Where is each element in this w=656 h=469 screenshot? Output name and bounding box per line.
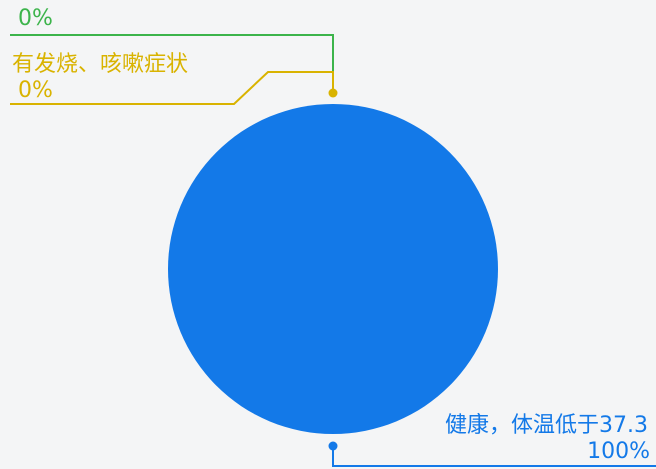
slice-value-label-1: 0% <box>18 6 53 31</box>
slice-category-label-3: 健康，体温低于37.3 <box>445 413 648 438</box>
leader-dot-3 <box>328 441 338 451</box>
leader-dot-2 <box>328 88 338 98</box>
slice-label-group-2: 有发烧、咳嗽症状 0% <box>10 52 338 105</box>
slice-value-label-3: 100% <box>587 439 650 464</box>
leader-line-2 <box>10 71 334 105</box>
pie-slice-3 <box>168 104 498 434</box>
pie-slices <box>168 104 498 434</box>
slice-label-group-1: 0% <box>10 6 334 88</box>
leader-line-1 <box>10 34 334 88</box>
slice-value-label-2: 0% <box>18 78 53 103</box>
slice-category-label-2: 有发烧、咳嗽症状 <box>12 52 188 77</box>
leader-line-3 <box>332 446 656 467</box>
slice-label-group-3: 健康，体温低于37.3 100% <box>328 413 656 467</box>
